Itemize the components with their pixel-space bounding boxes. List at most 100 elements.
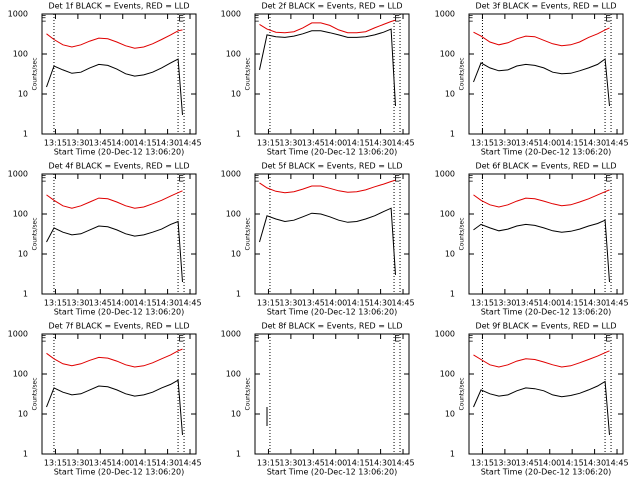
y-tick-label: 10 [445, 250, 455, 259]
annotation: E [41, 335, 47, 345]
x-tick-label: 13:30 [279, 139, 302, 148]
y-tick-label: 10 [445, 410, 455, 419]
chart-title: Det 4f BLACK = Events, RED = LLD [48, 162, 189, 171]
x-tick-label: 14:00 [538, 459, 561, 468]
y-axis-label: Counts/sec [32, 377, 39, 410]
y-tick-label: 1 [23, 450, 28, 459]
x-tick-label: 14:45 [178, 139, 201, 148]
y-tick-label: 1000 [8, 170, 28, 179]
x-tick-label: 14:45 [391, 459, 414, 468]
plot-frame [41, 13, 197, 135]
x-tick-label: 13:15 [44, 299, 67, 308]
plot-frame [41, 173, 197, 295]
y-tick-label: 100 [226, 370, 241, 379]
y-tick-label: 1000 [435, 330, 455, 339]
chart-title: Det 7f BLACK = Events, RED = LLD [48, 322, 189, 331]
y-tick-label: 100 [226, 210, 241, 219]
x-tick-label: 14:00 [324, 299, 347, 308]
x-tick-label: 14:30 [156, 299, 179, 308]
x-tick-label: 13:45 [516, 299, 539, 308]
series-line [473, 189, 610, 208]
annotation: E [605, 15, 611, 25]
y-axis-label: Counts/sec [459, 217, 466, 250]
series-line [46, 58, 183, 115]
x-tick-label: 14:15 [561, 299, 584, 308]
annotation: E [468, 335, 474, 345]
y-tick-label: 100 [226, 50, 241, 59]
plot-frame [254, 13, 410, 135]
x-axis-label: Start Time (20-Dec-12 13:06:20) [481, 468, 612, 477]
x-tick-label: 13:45 [89, 299, 112, 308]
annotation: E [178, 175, 184, 185]
annotation: E [41, 15, 47, 25]
x-tick-label: 14:30 [369, 139, 392, 148]
y-tick-label: 10 [18, 250, 28, 259]
annotation: E [394, 15, 400, 25]
y-tick-label: 1 [23, 290, 28, 299]
chart-title: Det 2f BLACK = Events, RED = LLD [261, 2, 402, 11]
chart-title: Det 3f BLACK = Events, RED = LLD [475, 2, 616, 11]
y-tick-label: 100 [13, 210, 28, 219]
x-axis-label: Start Time (20-Dec-12 13:06:20) [481, 308, 612, 317]
x-tick-label: 13:15 [44, 459, 67, 468]
y-tick-label: 100 [440, 210, 455, 219]
y-tick-label: 1 [450, 130, 455, 139]
x-tick-label: 14:45 [178, 459, 201, 468]
x-tick-label: 14:45 [391, 299, 414, 308]
series-line [473, 380, 610, 435]
chart-title: Det 8f BLACK = Events, RED = LLD [261, 322, 402, 331]
x-tick-label: 13:45 [516, 459, 539, 468]
annotation: E [468, 175, 474, 185]
y-tick-label: 1000 [8, 10, 28, 19]
x-tick-label: 14:30 [156, 459, 179, 468]
x-tick-label: 14:30 [369, 459, 392, 468]
x-tick-label: 14:00 [324, 459, 347, 468]
x-tick-label: 14:45 [605, 459, 628, 468]
series-line [473, 58, 610, 107]
x-tick-label: 13:30 [66, 299, 89, 308]
x-tick-label: 14:00 [111, 459, 134, 468]
y-tick-label: 1000 [435, 10, 455, 19]
series-line [46, 190, 183, 209]
series-line [473, 350, 610, 368]
y-tick-label: 100 [440, 370, 455, 379]
series-line [46, 29, 183, 49]
y-tick-label: 1000 [221, 10, 241, 19]
x-axis-label: Start Time (20-Dec-12 13:06:20) [267, 308, 398, 317]
annotation: E [468, 15, 474, 25]
y-tick-label: 10 [18, 410, 28, 419]
y-tick-label: 1000 [435, 170, 455, 179]
y-tick-label: 1 [450, 290, 455, 299]
series-line [259, 207, 396, 275]
x-tick-label: 14:15 [347, 299, 370, 308]
annotation: E [605, 335, 611, 345]
x-tick-label: 13:15 [257, 139, 280, 148]
series-line [259, 19, 396, 34]
x-axis-label: Start Time (20-Dec-12 13:06:20) [54, 148, 185, 157]
series-line [259, 179, 396, 194]
y-tick-label: 10 [445, 90, 455, 99]
x-tick-label: 14:30 [156, 139, 179, 148]
x-tick-label: 13:30 [279, 459, 302, 468]
y-tick-label: 10 [231, 410, 241, 419]
x-tick-label: 14:00 [324, 139, 347, 148]
y-axis-label: Counts/sec [32, 57, 39, 90]
y-axis-label: Counts/sec [459, 57, 466, 90]
x-tick-label: 13:45 [302, 299, 325, 308]
x-tick-label: 14:15 [134, 299, 157, 308]
y-tick-label: 100 [440, 50, 455, 59]
y-tick-label: 1000 [8, 330, 28, 339]
x-tick-label: 13:15 [44, 139, 67, 148]
x-axis-label: Start Time (20-Dec-12 13:06:20) [481, 148, 612, 157]
series-line [473, 27, 610, 47]
annotation: E [41, 175, 47, 185]
x-tick-label: 14:15 [134, 139, 157, 148]
x-tick-label: 13:30 [66, 459, 89, 468]
x-tick-label: 13:15 [471, 139, 494, 148]
x-tick-label: 13:30 [66, 139, 89, 148]
plot-frame [254, 173, 410, 295]
annotation: E [178, 335, 184, 345]
x-tick-label: 13:30 [493, 299, 516, 308]
x-tick-label: 13:30 [279, 299, 302, 308]
